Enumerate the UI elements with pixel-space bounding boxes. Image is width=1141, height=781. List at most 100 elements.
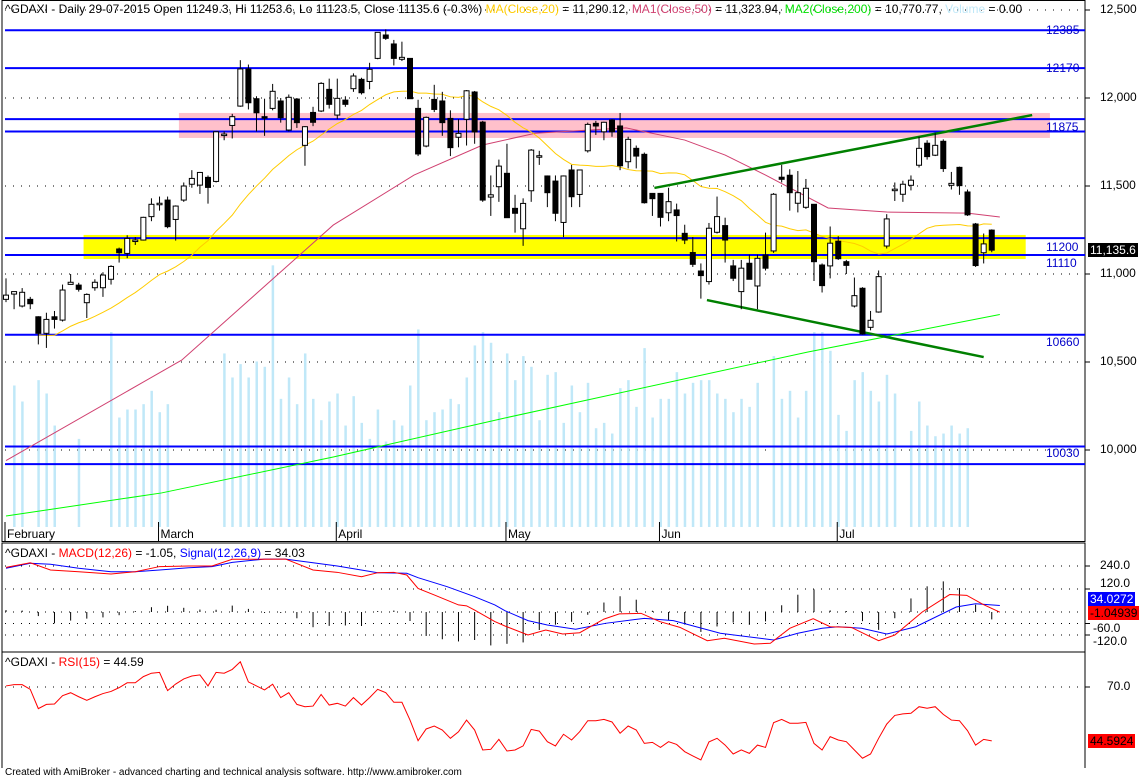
candle-up: [851, 295, 858, 307]
volume-bar: [788, 390, 792, 527]
candle-up: [156, 202, 163, 206]
candle-down: [964, 191, 971, 216]
volume-bar: [869, 390, 873, 527]
candle-up: [455, 132, 462, 138]
candle-down: [641, 153, 648, 204]
volume-bar: [352, 396, 355, 527]
candle-down: [51, 316, 58, 320]
candle-down: [512, 207, 519, 214]
candle-up: [576, 169, 583, 195]
candle-up: [132, 239, 139, 243]
candle-down: [617, 125, 624, 167]
candle-up: [495, 165, 502, 188]
volume-bar: [287, 377, 291, 527]
volume-bar: [223, 353, 226, 527]
volume-bar: [813, 332, 816, 527]
candle-down: [657, 192, 664, 218]
candle-down: [988, 229, 995, 251]
candle-down: [924, 142, 931, 158]
volume-bar: [724, 398, 727, 527]
candle-down: [649, 192, 656, 200]
ma20-line: [38, 90, 992, 336]
ma200-value: = 10,770.77,: [871, 2, 946, 16]
candle-down: [277, 100, 284, 119]
candle-down: [956, 166, 963, 187]
candle-up: [916, 147, 923, 166]
volume-bar: [821, 332, 824, 527]
volume-bar: [158, 412, 162, 527]
candle-down: [358, 78, 365, 94]
macd-axis-label: -120.0: [1093, 634, 1128, 648]
candle-down: [75, 284, 82, 290]
candle-down: [439, 100, 446, 124]
price-chart-header: ^GDAXI - Daily 29-07-2015 Open 11249.3, …: [5, 2, 1022, 16]
candle-down: [544, 175, 551, 194]
candle-down: [972, 223, 979, 267]
volume-bar: [150, 390, 153, 527]
volume-bar: [425, 420, 428, 527]
signal-value-tag: 34.0272: [1088, 592, 1136, 606]
candle-down: [261, 116, 268, 119]
volume-bar: [950, 425, 953, 527]
candle-down: [730, 265, 737, 279]
candle-down: [697, 270, 704, 277]
candle-up: [83, 293, 90, 304]
candle-down: [415, 107, 422, 155]
candle-up: [770, 193, 777, 252]
month-label: Jun: [661, 527, 681, 541]
candle-down: [293, 98, 300, 124]
volume-bar: [522, 356, 525, 527]
candle-up: [423, 116, 430, 147]
volume-bar: [732, 412, 735, 527]
volume-bar: [279, 398, 283, 527]
volume-bar: [505, 353, 509, 527]
candle-down: [431, 98, 438, 110]
volume-bar: [554, 372, 557, 527]
candle-up: [229, 116, 236, 126]
volume-bar: [966, 428, 970, 527]
volume-bar: [611, 433, 614, 527]
ma200-line: [5, 313, 1000, 517]
candle-down: [843, 261, 850, 266]
volume-bar: [247, 377, 250, 527]
volume-bar: [845, 430, 848, 527]
ma20-legend: MA(Close,20): [485, 2, 559, 16]
volume-bar: [796, 417, 800, 527]
rsi-axis-label: 70.0: [1107, 679, 1131, 693]
volume-bar: [748, 406, 751, 527]
volume-bar: [740, 398, 743, 527]
candle-down: [633, 147, 640, 157]
candle-up: [269, 90, 276, 109]
signal-legend: Signal(12,26,9): [179, 546, 262, 560]
month-label: Jul: [839, 527, 855, 541]
footer-credit: Created with AmiBroker - advanced charti…: [5, 767, 462, 778]
level-label: 10030: [1046, 446, 1080, 461]
candle-up: [99, 274, 106, 289]
price-axis-label: 10,500: [1100, 354, 1137, 368]
candle-up: [108, 265, 115, 280]
volume-bar: [449, 398, 452, 527]
candle-down: [479, 121, 486, 201]
volume-bar: [53, 425, 56, 527]
volume-bar: [409, 385, 412, 527]
candle-up: [301, 126, 308, 146]
ma20-value: = 11,290.12,: [558, 2, 632, 16]
candle-down: [35, 316, 42, 334]
candle-down: [205, 176, 211, 188]
price-axis-label: 11,000: [1100, 266, 1136, 280]
volume-bar: [489, 342, 493, 527]
volume-bar: [417, 329, 420, 527]
signal-line: [5, 558, 1000, 641]
ohlc-summary: ^GDAXI - Daily 29-07-2015 Open 11249.3, …: [5, 2, 483, 16]
rsi-value-tag: 44.5924: [1088, 733, 1136, 748]
candle-down: [722, 225, 729, 241]
candle-up: [221, 133, 228, 137]
volume-bar: [368, 438, 372, 527]
volume-bar: [926, 425, 929, 527]
candle-up: [625, 138, 632, 163]
candle-down: [689, 252, 696, 265]
candle-up: [980, 243, 987, 254]
volume-bar: [465, 377, 469, 527]
signal-value: = 34.03: [261, 546, 305, 560]
volume-bar: [683, 393, 687, 527]
